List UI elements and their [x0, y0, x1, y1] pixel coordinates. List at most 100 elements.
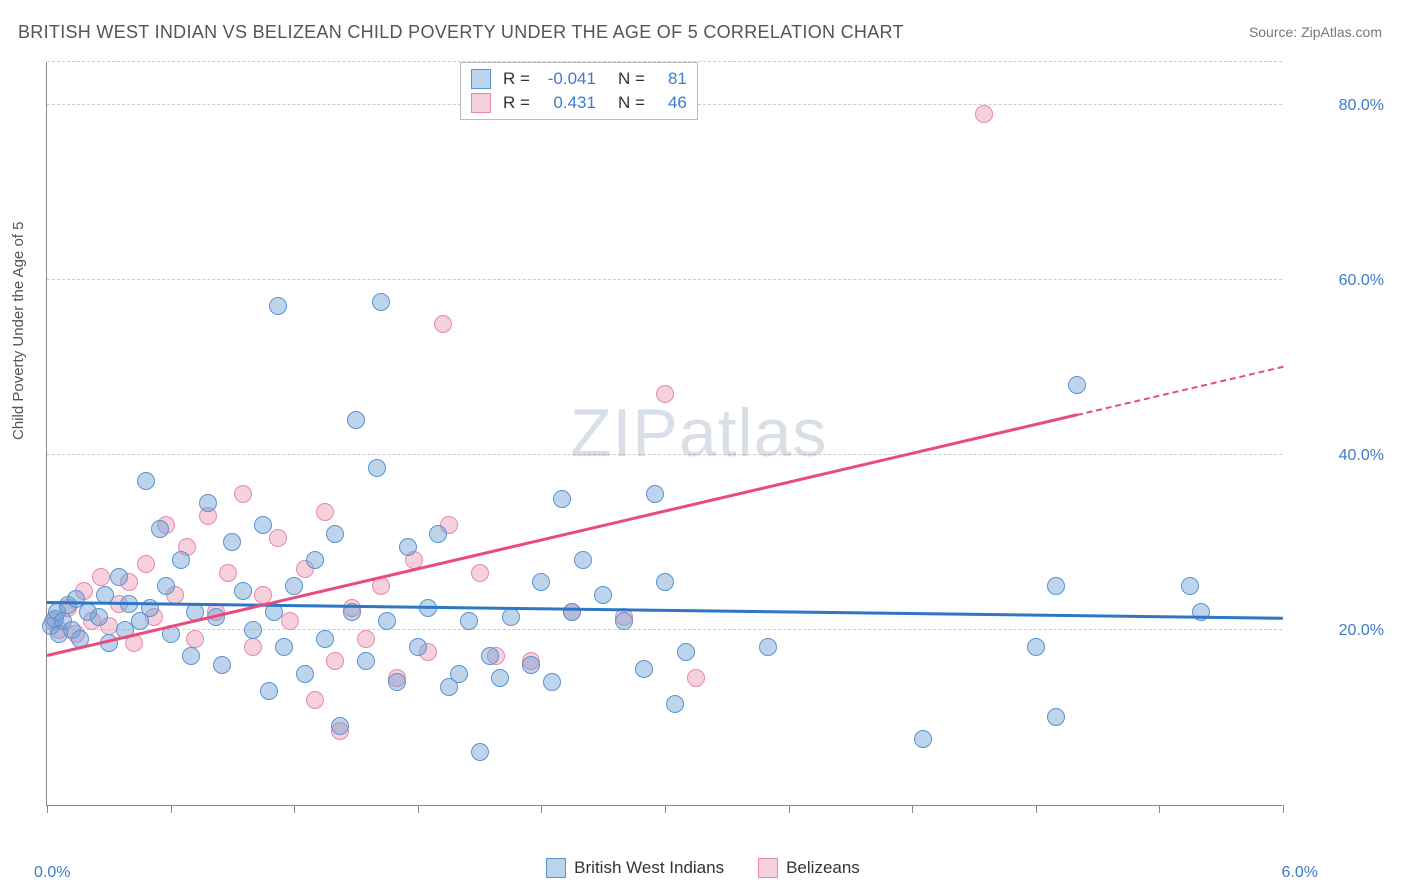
legend-label: British West Indians — [574, 858, 724, 878]
scatter-point — [450, 665, 468, 683]
y-axis-label: Child Poverty Under the Age of 5 — [10, 222, 27, 440]
scatter-point — [378, 612, 396, 630]
source-attribution: Source: ZipAtlas.com — [1249, 24, 1382, 40]
source-label: Source: — [1249, 24, 1297, 40]
legend-swatch — [546, 858, 566, 878]
scatter-point — [1192, 603, 1210, 621]
scatter-point — [260, 682, 278, 700]
scatter-point — [199, 494, 217, 512]
scatter-point — [491, 669, 509, 687]
stat-R-value: 0.431 — [538, 93, 596, 113]
gridline — [47, 279, 1282, 280]
plot-area — [46, 62, 1282, 806]
scatter-point — [110, 568, 128, 586]
scatter-point — [186, 630, 204, 648]
scatter-point — [471, 743, 489, 761]
scatter-point — [543, 673, 561, 691]
scatter-point — [553, 490, 571, 508]
scatter-point — [646, 485, 664, 503]
gridline — [47, 454, 1282, 455]
scatter-point — [182, 647, 200, 665]
stat-R-value: -0.041 — [538, 69, 596, 89]
scatter-point — [90, 608, 108, 626]
scatter-point — [357, 652, 375, 670]
y-tick-label: 80.0% — [1339, 97, 1384, 115]
scatter-point — [357, 630, 375, 648]
scatter-point — [574, 551, 592, 569]
stat-R-label: R = — [503, 69, 530, 89]
stats-row: R = 0.431 N = 46 — [471, 91, 687, 115]
legend-label: Belizeans — [786, 858, 860, 878]
scatter-point — [331, 717, 349, 735]
x-tick — [47, 805, 48, 813]
scatter-point — [409, 638, 427, 656]
scatter-point — [296, 665, 314, 683]
scatter-point — [151, 520, 169, 538]
y-tick-label: 20.0% — [1339, 622, 1384, 640]
scatter-point — [316, 503, 334, 521]
legend-item: Belizeans — [758, 858, 860, 878]
scatter-point — [471, 564, 489, 582]
scatter-point — [223, 533, 241, 551]
gridline — [47, 629, 1282, 630]
x-axis-min-label: 0.0% — [34, 864, 70, 882]
scatter-point — [460, 612, 478, 630]
scatter-point — [1068, 376, 1086, 394]
scatter-point — [615, 612, 633, 630]
bottom-legend: British West Indians Belizeans — [0, 858, 1406, 878]
stat-N-value: 46 — [653, 93, 687, 113]
source-link[interactable]: ZipAtlas.com — [1301, 24, 1382, 40]
scatter-point — [306, 551, 324, 569]
scatter-point — [914, 730, 932, 748]
legend-swatch — [758, 858, 778, 878]
x-tick — [665, 805, 666, 813]
stat-N-label: N = — [618, 93, 645, 113]
scatter-point — [372, 293, 390, 311]
scatter-point — [1181, 577, 1199, 595]
x-tick — [1283, 805, 1284, 813]
scatter-point — [666, 695, 684, 713]
scatter-point — [594, 586, 612, 604]
x-tick — [1159, 805, 1160, 813]
chart-title: BRITISH WEST INDIAN VS BELIZEAN CHILD PO… — [18, 22, 904, 43]
trend-line — [47, 413, 1078, 656]
scatter-point — [172, 551, 190, 569]
scatter-point — [234, 582, 252, 600]
scatter-point — [532, 573, 550, 591]
scatter-point — [677, 643, 695, 661]
scatter-point — [635, 660, 653, 678]
y-tick-label: 40.0% — [1339, 447, 1384, 465]
scatter-point — [388, 673, 406, 691]
legend-swatch — [471, 93, 491, 113]
y-tick-label: 60.0% — [1339, 272, 1384, 290]
scatter-point — [399, 538, 417, 556]
scatter-point — [687, 669, 705, 687]
stat-R-label: R = — [503, 93, 530, 113]
scatter-point — [656, 385, 674, 403]
scatter-point — [219, 564, 237, 582]
scatter-point — [254, 516, 272, 534]
x-axis-max-label: 6.0% — [1282, 864, 1318, 882]
scatter-point — [429, 525, 447, 543]
scatter-point — [269, 529, 287, 547]
legend-item: British West Indians — [546, 858, 724, 878]
scatter-point — [306, 691, 324, 709]
x-tick — [789, 805, 790, 813]
x-tick — [912, 805, 913, 813]
scatter-point — [326, 652, 344, 670]
scatter-point — [1047, 577, 1065, 595]
scatter-point — [1047, 708, 1065, 726]
legend-swatch — [471, 69, 491, 89]
x-tick — [171, 805, 172, 813]
x-tick — [1036, 805, 1037, 813]
scatter-point — [975, 105, 993, 123]
scatter-point — [244, 638, 262, 656]
scatter-point — [347, 411, 365, 429]
scatter-point — [656, 573, 674, 591]
scatter-point — [522, 656, 540, 674]
scatter-point — [434, 315, 452, 333]
stat-N-value: 81 — [653, 69, 687, 89]
scatter-point — [281, 612, 299, 630]
x-tick — [541, 805, 542, 813]
scatter-point — [481, 647, 499, 665]
